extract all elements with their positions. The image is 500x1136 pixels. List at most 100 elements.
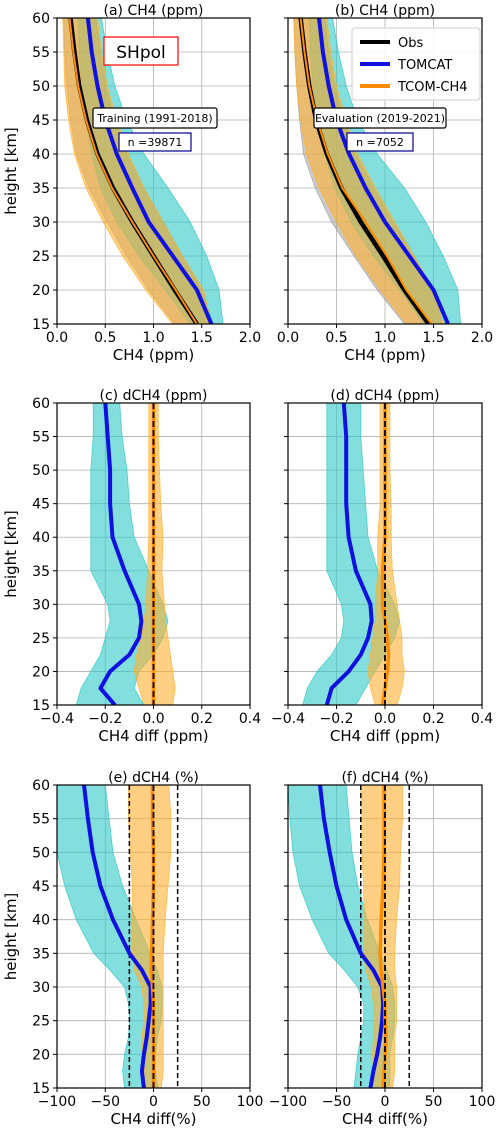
y-tick-label: 20 — [32, 283, 50, 299]
legend-entry: TOMCAT — [397, 58, 452, 73]
x-tick-label: 0.2 — [191, 711, 213, 727]
y-tick-label: 25 — [32, 631, 50, 647]
x-tick-label: 0.2 — [422, 711, 444, 727]
x-tick-label: 0.4 — [471, 711, 493, 727]
x-tick-label: −0.2 — [88, 711, 122, 727]
y-tick-label: 45 — [32, 879, 50, 895]
y-tick-label: 50 — [32, 79, 50, 95]
x-tick-label: −0.4 — [271, 711, 305, 727]
panel-title: (d) dCH4 (ppm) — [330, 388, 439, 404]
y-tick-label: 30 — [32, 215, 50, 231]
panel-title: (f) dCH4 (%) — [341, 770, 428, 786]
panel-e: −100 −50 0 50 100 15 20 25 30 35 40 45 50 55 60 (e) dCH… — [2, 770, 263, 1128]
y-tick-label: 40 — [32, 530, 50, 546]
x-tick-label: 2.0 — [239, 330, 261, 346]
x-tick-label: −100 — [38, 1094, 76, 1110]
x-tick-label: 0.5 — [94, 330, 116, 346]
y-tick-label: 60 — [32, 11, 50, 27]
series-line-tomcat — [85, 18, 214, 324]
x-tick-label: 0 — [149, 1094, 158, 1110]
plot-area — [302, 403, 405, 705]
y-tick-label: 45 — [32, 113, 50, 129]
x-tick-label: −0.2 — [320, 711, 354, 727]
series-line-tomcat — [324, 403, 374, 705]
n-box — [118, 132, 192, 152]
panel-title: (c) dCH4 (ppm) — [100, 388, 208, 404]
x-tick-label: 1.5 — [191, 330, 213, 346]
annotation-box — [92, 107, 218, 129]
plot-area — [293, 18, 462, 324]
x-tick-label: 1.5 — [422, 330, 444, 346]
series-line-tomcat — [82, 785, 153, 1088]
x-tick-label: 100 — [469, 1094, 496, 1110]
annotation-period: Evaluation (2019-2021) — [315, 112, 445, 125]
series-line-tcom-ch4 — [299, 18, 433, 324]
legend-box — [351, 27, 481, 101]
y-axis-label: height [km] — [2, 127, 20, 215]
x-tick-label: 1.0 — [142, 330, 164, 346]
y-tick-label: 35 — [32, 564, 50, 580]
panel-title: (b) CH4 (ppm) — [335, 3, 435, 19]
band-tcom-ch4 — [367, 403, 405, 705]
band-tcom-ch4 — [128, 785, 172, 1088]
plot-area — [75, 403, 176, 705]
y-tick-label: 40 — [32, 147, 50, 163]
y-tick-label: 35 — [32, 946, 50, 962]
y-tick-label: 55 — [32, 45, 50, 61]
x-axis-label: CH4 diff(%) — [342, 1110, 428, 1128]
x-axis-label: CH4 (ppm) — [344, 346, 425, 364]
series-line-tomcat — [318, 785, 386, 1088]
x-tick-label: 0.5 — [325, 330, 347, 346]
y-tick-label: 25 — [32, 249, 50, 265]
x-tick-label: 0.0 — [374, 711, 396, 727]
y-tick-label: 55 — [32, 812, 50, 828]
legend-entry: Obs — [398, 36, 423, 51]
x-tick-label: −100 — [269, 1094, 307, 1110]
x-tick-label: 0.4 — [239, 711, 261, 727]
x-tick-label: 0.0 — [46, 330, 68, 346]
panel-b: 0.0 0.5 1.0 1.5 2.0 (b) CH4 (ppm) CH4 (ppm) Eva… — [277, 3, 493, 364]
x-tick-label: 0.0 — [277, 330, 299, 346]
annotation-box — [313, 107, 447, 129]
annotation-period: Training (1991-2018) — [96, 112, 212, 125]
y-tick-label: 35 — [32, 181, 50, 197]
plot-area — [288, 785, 410, 1088]
legend-entry: TCOM-CH4 — [397, 80, 468, 95]
x-axis-label: CH4 diff (ppm) — [98, 727, 208, 745]
y-tick-label: 50 — [32, 845, 50, 861]
x-tick-label: 100 — [237, 1094, 264, 1110]
y-tick-label: 60 — [32, 778, 50, 794]
series-line-tomcat — [317, 18, 450, 324]
series-line-tomcat — [98, 403, 144, 705]
panel-d: −0.4 −0.2 0.0 0.2 0.4 (d) dCH4 (ppm) CH4 diff … — [271, 388, 493, 745]
x-tick-label: 1.0 — [374, 330, 396, 346]
x-tick-label: 50 — [193, 1094, 211, 1110]
series-line-tcom-ch4 — [68, 18, 198, 324]
n-box — [346, 132, 414, 152]
x-tick-label: −50 — [322, 1094, 352, 1110]
plot-area — [57, 785, 179, 1088]
y-tick-label: 40 — [32, 913, 50, 929]
annotation-n: n =7052 — [356, 136, 404, 149]
x-tick-label: 0 — [381, 1094, 390, 1110]
region-label: SHpol — [116, 43, 166, 63]
y-tick-label: 30 — [32, 980, 50, 996]
x-tick-label: −0.4 — [40, 711, 74, 727]
panel-title: (a) CH4 (ppm) — [104, 3, 204, 19]
x-axis-label: CH4 diff (ppm) — [330, 727, 440, 745]
panel-f: −100 −50 0 50 100 (f) dCH4 (%) CH4 diff(%) — [269, 770, 496, 1128]
plot-area — [62, 18, 224, 324]
y-tick-label: 50 — [32, 463, 50, 479]
y-tick-label: 60 — [32, 396, 50, 412]
annotation-n: n =39871 — [128, 136, 183, 149]
y-tick-label: 15 — [32, 317, 50, 333]
panel-a: 0.0 0.5 1.0 1.5 2.0 15 20 25 30 35 40 45 50 55 60 (a) C… — [2, 3, 261, 364]
y-tick-label: 20 — [32, 1047, 50, 1063]
y-axis-label: height [km] — [2, 893, 20, 981]
y-tick-label: 30 — [32, 597, 50, 613]
x-tick-label: 0.0 — [142, 711, 164, 727]
y-tick-label: 45 — [32, 497, 50, 513]
y-tick-label: 20 — [32, 664, 50, 680]
y-tick-label: 15 — [32, 1081, 50, 1097]
